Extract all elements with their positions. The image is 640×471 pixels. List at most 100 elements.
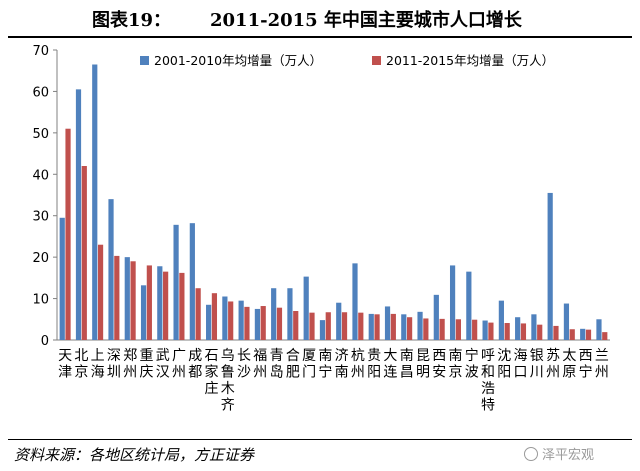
bar-series2 [585,329,592,340]
bar-series2 [374,314,380,340]
bar-series2 [228,301,234,340]
bar-series2 [130,261,136,340]
x-tick-label: 沈阳 [497,348,511,381]
bar-series1 [222,296,228,340]
x-tick-label: 贵阳 [367,348,381,381]
x-tick-label: 南宁 [318,348,332,381]
bar-series2 [65,128,71,340]
x-tick-label: 呼和浩特 [481,348,495,414]
bar-series2 [260,306,266,340]
bar-series1 [238,300,244,340]
x-tick-label: 厦门 [302,348,316,381]
x-tick-label: 郑州 [123,348,137,381]
legend-swatch [372,56,381,65]
y-tick-label: 40 [32,168,49,183]
bar-series1 [319,320,326,340]
bar-series1 [271,288,277,340]
watermark-text: 泽平宏观 [542,448,595,463]
x-tick-label: 苏州 [546,348,560,381]
x-tick-label: 天津 [58,348,72,381]
bottom-rule [8,439,632,440]
figure-header: 图表19： 2011-2015 年中国主要城市人口增长 [0,0,640,36]
bar-series2 [325,312,331,340]
bar-series2 [406,317,413,340]
x-tick-label: 重庆 [139,348,153,381]
x-tick-label: 北京 [74,348,88,381]
bar-series1 [596,319,602,340]
bar-series2 [488,322,494,340]
bar-series1 [482,320,488,340]
bar-series1 [108,199,114,340]
bar-series2 [244,306,250,340]
bar-series1 [563,303,570,340]
x-tick-label: 西安 [432,348,446,381]
bar-series1 [384,306,391,340]
bar-series1 [433,294,439,340]
y-tick-label: 0 [41,334,49,349]
bar-series2 [163,271,169,340]
y-tick-label: 60 [32,85,49,100]
bar-series2 [537,324,543,340]
x-tick-label: 南京 [448,348,462,381]
source-note: 资料来源：各地区统计局，方正证券 [14,446,255,464]
bar-series1 [352,263,358,340]
x-tick-label: 昆明 [416,348,430,381]
x-tick-label: 成都 [188,348,202,381]
bar-series1 [189,223,195,340]
bar-series1 [140,285,147,340]
y-tick-label: 50 [32,127,49,142]
bar-series1 [59,217,65,340]
bar-series1 [580,328,586,340]
bar-series2 [455,319,461,340]
y-tick-label: 70 [32,44,49,59]
x-tick-label: 深圳 [107,348,121,381]
bar-series2 [390,313,396,340]
x-tick-label: 银川 [530,348,544,381]
bar-series1 [92,64,98,340]
bar-series1 [124,257,130,340]
bar-series2 [146,265,152,340]
bar-series1 [287,288,293,340]
x-tick-label: 石家庄 [205,348,219,397]
bar-series1 [75,89,82,340]
x-tick-label: 乌鲁木齐 [221,348,235,414]
x-tick-label: 兰州 [595,348,609,381]
bar-series1 [336,302,342,340]
x-tick-label: 福州 [253,348,267,381]
bar-series2 [114,255,120,340]
bar-series1 [466,271,472,340]
y-tick-label: 20 [32,251,49,266]
bar-series2 [423,318,429,340]
x-tick-label: 西宁 [579,348,593,381]
x-tick-label: 南昌 [400,348,414,381]
y-tick-label: 30 [32,210,49,225]
bar-series2 [602,332,608,340]
bar-series1 [368,313,374,340]
bar-series2 [569,329,575,340]
x-tick-label: 大连 [383,348,397,381]
legend-swatch [140,56,149,65]
x-tick-label: 武汉 [156,348,170,381]
bar-series1 [498,300,504,340]
watermark: 泽平宏观 [524,444,594,463]
bar-series1 [449,265,456,340]
x-tick-label: 杭州 [351,348,365,381]
x-tick-label: 太原 [562,348,576,381]
bar-series1 [515,317,521,340]
bar-series2 [81,166,87,340]
x-tick-label: 广州 [172,348,186,381]
bar-series1 [531,314,537,340]
bar-series2 [504,323,510,340]
bar-series2 [195,288,201,340]
bar-series2 [97,244,104,340]
bar-series1 [417,311,423,340]
bar-series1 [303,276,309,340]
x-tick-label: 济南 [335,348,349,381]
bar-series1 [401,314,407,340]
bar-series1 [157,266,163,340]
bar-series1 [254,308,261,340]
x-tick-label: 青岛 [270,348,284,381]
legend-label: 2011-2015年均增量（万人） [386,53,554,68]
legend-label: 2001-2010年均增量（万人） [154,53,322,68]
figure-label: 图表19： [92,10,172,31]
